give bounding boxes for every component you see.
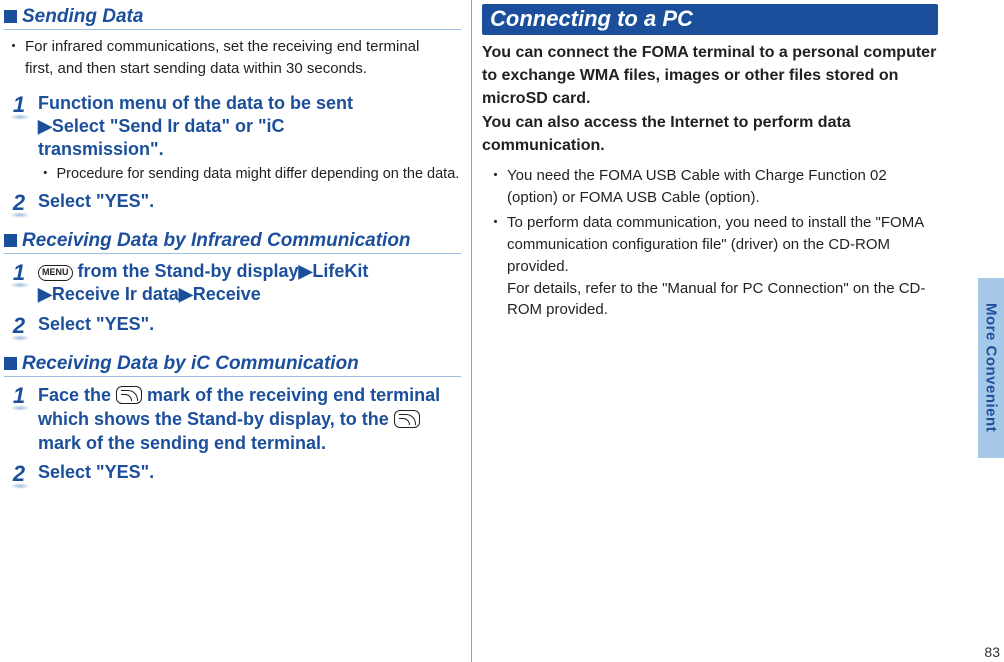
heading-text: Sending Data <box>22 6 143 28</box>
step-number-1: 1 <box>8 92 30 118</box>
step-number-2: 2 <box>8 461 30 487</box>
ir-step1-a: from the Stand-by display <box>73 261 299 281</box>
square-icon <box>4 357 17 370</box>
ir-step1-b: LifeKit <box>312 261 368 281</box>
heading-receiving-ir: Receiving Data by Infrared Communication <box>4 230 461 254</box>
triangle-icon: ▶ <box>38 284 52 304</box>
lead-text: You can connect the FOMA terminal to a p… <box>482 41 938 157</box>
note-infrared: ・ For infrared communications, set the r… <box>4 30 461 86</box>
ic-step2-title: Select "YES". <box>38 461 461 484</box>
step2-title: Select "YES". <box>38 190 461 213</box>
step1-line3: transmission". <box>38 139 164 159</box>
square-icon <box>4 234 17 247</box>
ic-step-2: 2 Select "YES". <box>8 461 461 487</box>
bullet-dot-icon: ・ <box>38 164 53 184</box>
menu-key-icon: MENU <box>38 265 73 281</box>
ir-step1-d: Receive <box>193 284 261 304</box>
ic-step1-a: Face the <box>38 385 116 405</box>
heading-connecting-pc: Connecting to a PC <box>482 4 938 35</box>
step-number-1: 1 <box>8 260 30 286</box>
step-number-1: 1 <box>8 383 30 409</box>
step1-line1: Function menu of the data to be sent <box>38 93 353 113</box>
felica-mark-icon <box>394 410 420 428</box>
step1-line2: Select "Send Ir data" or "iC <box>52 116 285 136</box>
page: Sending Data ・ For infrared communicatio… <box>0 0 1004 662</box>
step-number-2: 2 <box>8 313 30 339</box>
ic-step1-c: mark of the sending end terminal. <box>38 433 326 453</box>
left-column: Sending Data ・ For infrared communicatio… <box>0 0 472 662</box>
bullet-dot-icon: ・ <box>6 36 21 80</box>
triangle-icon: ▶ <box>38 116 52 136</box>
heading-receiving-ic: Receiving Data by iC Communication <box>4 353 461 377</box>
page-number: 83 <box>984 644 1000 660</box>
note-line1: For infrared communications, set the rec… <box>25 38 419 55</box>
bullet-usb-cable: ・ You need the FOMA USB Cable with Charg… <box>482 163 938 211</box>
sending-step-1: 1 Function menu of the data to be sent ▶… <box>8 92 461 184</box>
square-icon <box>4 10 17 23</box>
ir-step-1: 1 MENU from the Stand-by display▶LifeKit… <box>8 260 461 307</box>
sending-step-2: 2 Select "YES". <box>8 190 461 216</box>
heading-sending-data: Sending Data <box>4 6 461 30</box>
step-number-2: 2 <box>8 190 30 216</box>
side-tab: More Convenient <box>978 278 1004 458</box>
note-line2: first, and then start sending data withi… <box>25 60 367 77</box>
bullet-driver: ・ To perform data communication, you nee… <box>482 210 938 323</box>
bullet-dot-icon: ・ <box>488 165 503 209</box>
triangle-icon: ▶ <box>179 284 193 304</box>
felica-mark-icon <box>116 386 142 404</box>
heading-text: Receiving Data by Infrared Communication <box>22 230 411 252</box>
bullet2-text: To perform data communication, you need … <box>507 212 938 321</box>
ir-step-2: 2 Select "YES". <box>8 313 461 339</box>
ic-step-1: 1 Face the mark of the receiving end ter… <box>8 383 461 455</box>
ir-step2-title: Select "YES". <box>38 313 461 336</box>
right-column: Connecting to a PC You can connect the F… <box>472 0 944 662</box>
triangle-icon: ▶ <box>299 261 313 281</box>
bullet-dot-icon: ・ <box>488 212 503 321</box>
ir-step1-c: Receive Ir data <box>52 284 179 304</box>
step1-subnote: Procedure for sending data might differ … <box>57 164 462 184</box>
heading-text: Receiving Data by iC Communication <box>22 353 359 375</box>
bullet1-text: You need the FOMA USB Cable with Charge … <box>507 165 938 209</box>
side-tab-label: More Convenient <box>983 303 1000 432</box>
